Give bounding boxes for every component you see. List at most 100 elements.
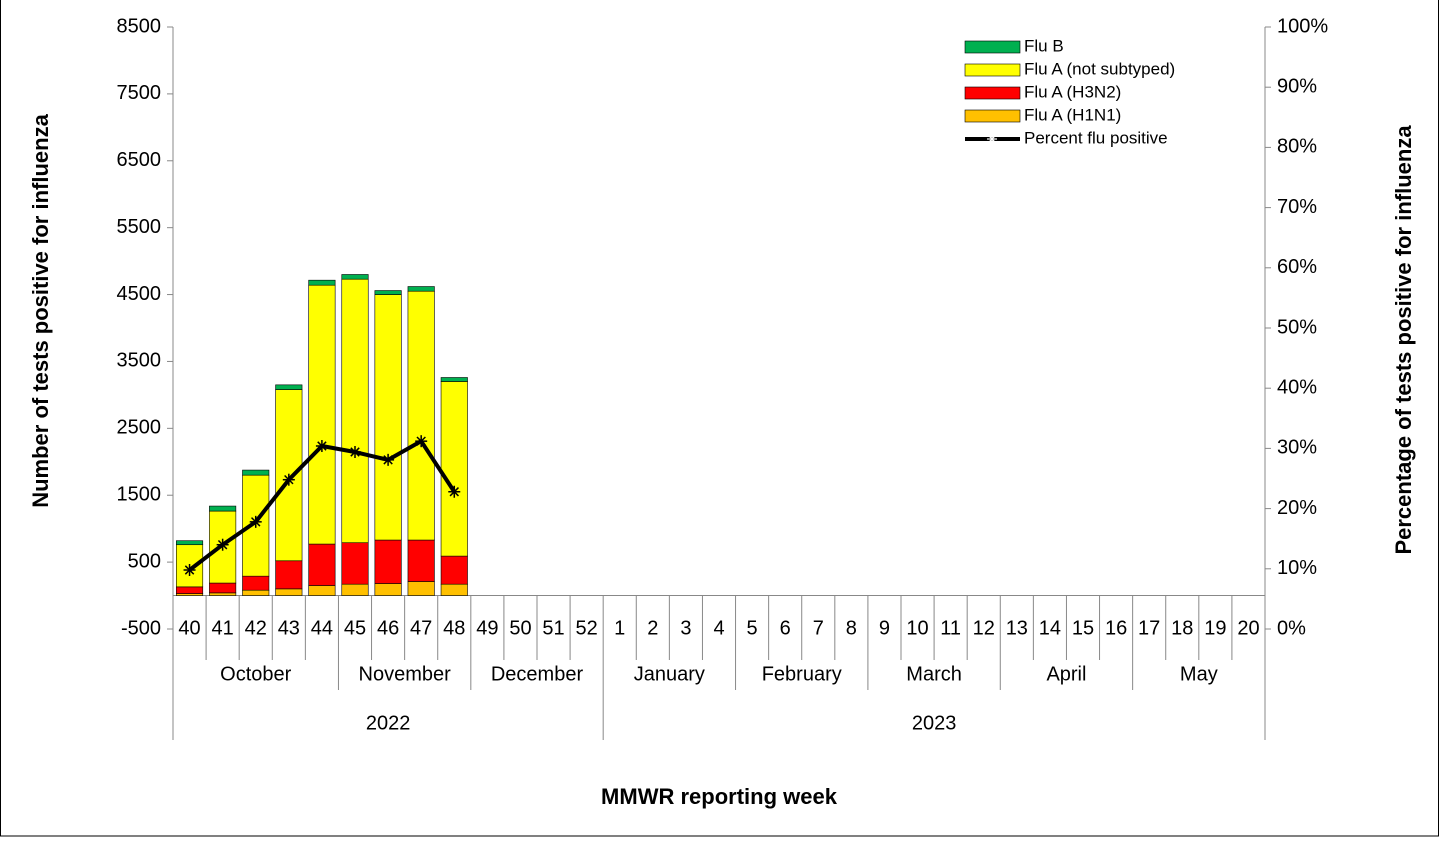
legend-label: Flu A (not subtyped) bbox=[1024, 59, 1175, 78]
y2-tick-label: 0% bbox=[1277, 617, 1306, 639]
y-tick-label: 2500 bbox=[117, 417, 162, 439]
x-tick-label: 8 bbox=[846, 617, 857, 639]
bar-segment bbox=[275, 588, 303, 596]
bar-segment bbox=[209, 582, 237, 594]
x-tick-label: 20 bbox=[1237, 617, 1259, 639]
x-tick-label: 50 bbox=[509, 617, 531, 639]
y2-tick-label: 40% bbox=[1277, 376, 1317, 398]
x-axis-title: MMWR reporting week bbox=[601, 784, 838, 809]
line-marker bbox=[349, 446, 361, 459]
bar-segment bbox=[407, 539, 435, 582]
marker-stroke bbox=[350, 447, 360, 457]
y2-tick-label: 10% bbox=[1277, 557, 1317, 579]
bar-segment bbox=[341, 274, 369, 280]
y-tick-label: 500 bbox=[128, 550, 161, 572]
legend-label: Flu A (H1N1) bbox=[1024, 105, 1121, 124]
x-tick-label: 16 bbox=[1105, 617, 1127, 639]
legend-swatch bbox=[964, 109, 1021, 123]
legend-label: Flu B bbox=[1024, 36, 1064, 55]
x-tick-label: 7 bbox=[813, 617, 824, 639]
line-marker bbox=[448, 485, 461, 498]
marker-stroke bbox=[184, 565, 195, 575]
bar-segment bbox=[374, 583, 402, 596]
y2-tick-label: 60% bbox=[1277, 256, 1317, 278]
bar-segment bbox=[308, 279, 336, 286]
legend-label: Percent flu positive bbox=[1024, 128, 1168, 147]
month-label: January bbox=[634, 663, 705, 685]
marker-stroke bbox=[284, 474, 294, 485]
x-tick-label: 2 bbox=[647, 617, 658, 639]
y2-tick-label: 90% bbox=[1277, 75, 1317, 97]
y-tick-label: 6500 bbox=[117, 149, 162, 171]
x-tick-label: 14 bbox=[1039, 617, 1061, 639]
line-marker bbox=[415, 435, 428, 448]
y2-tick-label: 100% bbox=[1277, 15, 1328, 37]
x-tick-label: 17 bbox=[1138, 617, 1160, 639]
bar-segment bbox=[242, 575, 270, 591]
x-tick-label: 45 bbox=[344, 617, 366, 639]
x-tick-label: 48 bbox=[443, 617, 465, 639]
marker-stroke bbox=[416, 436, 426, 446]
legend-swatch bbox=[964, 63, 1021, 77]
line-marker bbox=[315, 439, 328, 452]
y2-tick-label: 70% bbox=[1277, 196, 1317, 218]
bar-segment bbox=[209, 592, 237, 596]
x-tick-label: 51 bbox=[542, 617, 564, 639]
legend-swatch bbox=[964, 40, 1021, 54]
x-tick-label: 18 bbox=[1171, 617, 1193, 639]
bar-segment bbox=[440, 583, 468, 596]
y2-axis-title: Percentage of tests positive for influen… bbox=[1391, 125, 1416, 555]
bar-segment bbox=[209, 505, 237, 512]
bar-segment bbox=[341, 583, 369, 596]
marker-stroke bbox=[383, 455, 393, 465]
x-tick-label: 40 bbox=[178, 617, 200, 639]
x-tick-label: 15 bbox=[1072, 617, 1094, 639]
bar-segment bbox=[440, 377, 468, 382]
y-tick-label: 8500 bbox=[117, 15, 162, 37]
line-marker bbox=[183, 564, 196, 577]
line-marker bbox=[282, 473, 295, 486]
y-tick-label: 1500 bbox=[117, 484, 162, 506]
x-tick-label: 47 bbox=[410, 617, 432, 639]
marker-stroke bbox=[217, 539, 228, 550]
bar-segment bbox=[407, 581, 435, 596]
month-label: November bbox=[359, 663, 452, 685]
bar-segment bbox=[374, 290, 402, 295]
y2-tick-label: 50% bbox=[1277, 316, 1317, 338]
month-label: May bbox=[1180, 663, 1218, 685]
x-tick-label: 52 bbox=[576, 617, 598, 639]
x-tick-label: 3 bbox=[680, 617, 691, 639]
x-tick-label: 6 bbox=[780, 617, 791, 639]
bar-segment bbox=[407, 286, 435, 292]
year-label: 2022 bbox=[366, 712, 411, 734]
x-tick-label: 11 bbox=[940, 617, 961, 639]
bar-segment bbox=[341, 278, 369, 544]
y2-tick-label: 80% bbox=[1277, 136, 1317, 158]
line-marker bbox=[216, 538, 229, 551]
y-tick-label: 3500 bbox=[117, 350, 162, 372]
marker-stroke bbox=[449, 487, 460, 497]
x-tick-label: 10 bbox=[906, 617, 928, 639]
bar-segment bbox=[176, 586, 204, 594]
x-tick-label: 4 bbox=[713, 617, 724, 639]
bar-segment bbox=[440, 381, 468, 557]
x-tick-label: 5 bbox=[747, 617, 758, 639]
x-tick-label: 46 bbox=[377, 617, 399, 639]
x-tick-label: 42 bbox=[245, 617, 267, 639]
bar-segment bbox=[308, 543, 336, 586]
y-tick-label: -500 bbox=[121, 617, 161, 639]
marker-stroke bbox=[987, 134, 997, 144]
month-label: April bbox=[1046, 663, 1086, 685]
month-label: March bbox=[906, 663, 962, 685]
x-tick-label: 43 bbox=[278, 617, 300, 639]
bar-segment bbox=[242, 469, 270, 476]
x-tick-label: 9 bbox=[879, 617, 890, 639]
month-label: December bbox=[491, 663, 584, 685]
month-label: February bbox=[762, 663, 842, 685]
x-tick-label: 1 bbox=[614, 617, 625, 639]
bar-segment bbox=[176, 540, 204, 546]
bar-segment bbox=[374, 294, 402, 541]
x-tick-label: 49 bbox=[476, 617, 498, 639]
